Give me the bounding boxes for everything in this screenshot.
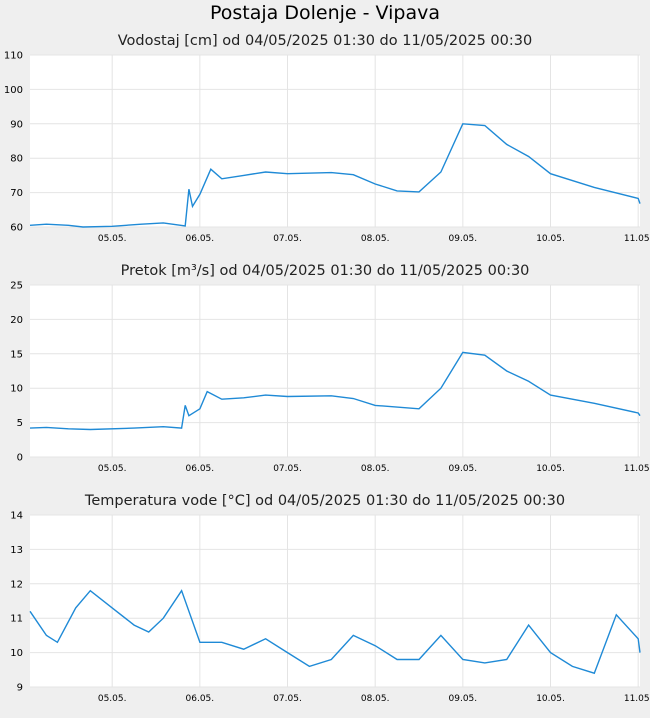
y-tick-label: 12 bbox=[10, 579, 23, 590]
x-tick-label: 07.05. bbox=[273, 694, 302, 704]
x-tick-label: 09.05. bbox=[449, 694, 478, 704]
y-tick-label: 10 bbox=[10, 648, 23, 659]
y-tick-label: 25 bbox=[10, 281, 23, 292]
page-title: Postaja Dolenje - Vipava bbox=[210, 2, 440, 24]
x-tick-label: 06.05. bbox=[186, 234, 215, 244]
chart-title: Pretok [m³/s] od 04/05/2025 01:30 do 11/… bbox=[121, 263, 530, 279]
water-level-chart: Vodostaj [cm] od 04/05/2025 01:30 do 11/… bbox=[4, 33, 650, 244]
x-tick-label: 05.05. bbox=[98, 464, 127, 474]
y-tick-label: 5 bbox=[17, 418, 23, 429]
x-tick-label: 10.05. bbox=[536, 464, 565, 474]
y-tick-label: 0 bbox=[17, 453, 23, 464]
x-tick-label: 08.05. bbox=[361, 694, 390, 704]
y-tick-label: 110 bbox=[4, 51, 23, 62]
x-tick-label: 07.05. bbox=[273, 464, 302, 474]
series-line bbox=[29, 351, 641, 431]
x-tick-label: 11.05. bbox=[624, 694, 650, 704]
y-tick-label: 11 bbox=[10, 614, 23, 625]
x-tick-label: 11.05. bbox=[624, 464, 650, 474]
x-tick-label: 08.05. bbox=[361, 464, 390, 474]
y-tick-label: 70 bbox=[10, 188, 23, 199]
y-tick-label: 60 bbox=[10, 223, 23, 234]
y-tick-label: 10 bbox=[10, 384, 23, 395]
x-tick-label: 10.05. bbox=[536, 694, 565, 704]
x-tick-label: 05.05. bbox=[98, 234, 127, 244]
plot-area bbox=[30, 285, 640, 457]
y-tick-label: 90 bbox=[10, 119, 23, 130]
discharge-chart: Pretok [m³/s] od 04/05/2025 01:30 do 11/… bbox=[10, 263, 650, 474]
x-tick-label: 08.05. bbox=[361, 234, 390, 244]
x-tick-label: 06.05. bbox=[186, 694, 215, 704]
y-tick-label: 20 bbox=[10, 315, 23, 326]
y-tick-label: 13 bbox=[10, 545, 23, 556]
x-tick-label: 11.05. bbox=[624, 234, 650, 244]
plot-area bbox=[30, 515, 640, 687]
series-line bbox=[29, 123, 641, 228]
x-tick-label: 06.05. bbox=[186, 464, 215, 474]
chart-title: Vodostaj [cm] od 04/05/2025 01:30 do 11/… bbox=[118, 33, 532, 49]
y-tick-label: 9 bbox=[17, 683, 23, 694]
x-tick-label: 09.05. bbox=[449, 234, 478, 244]
x-tick-label: 05.05. bbox=[98, 694, 127, 704]
y-tick-label: 80 bbox=[10, 154, 23, 165]
chart-title: Temperatura vode [°C] od 04/05/2025 01:3… bbox=[84, 493, 565, 509]
water-temperature-chart: Temperatura vode [°C] od 04/05/2025 01:3… bbox=[10, 493, 650, 704]
x-tick-label: 09.05. bbox=[449, 464, 478, 474]
x-tick-label: 10.05. bbox=[536, 234, 565, 244]
x-tick-label: 07.05. bbox=[273, 234, 302, 244]
y-tick-label: 14 bbox=[10, 511, 23, 522]
y-tick-label: 100 bbox=[4, 85, 23, 96]
series-line bbox=[29, 589, 641, 675]
y-tick-label: 15 bbox=[10, 349, 23, 360]
plot-area bbox=[30, 55, 640, 227]
